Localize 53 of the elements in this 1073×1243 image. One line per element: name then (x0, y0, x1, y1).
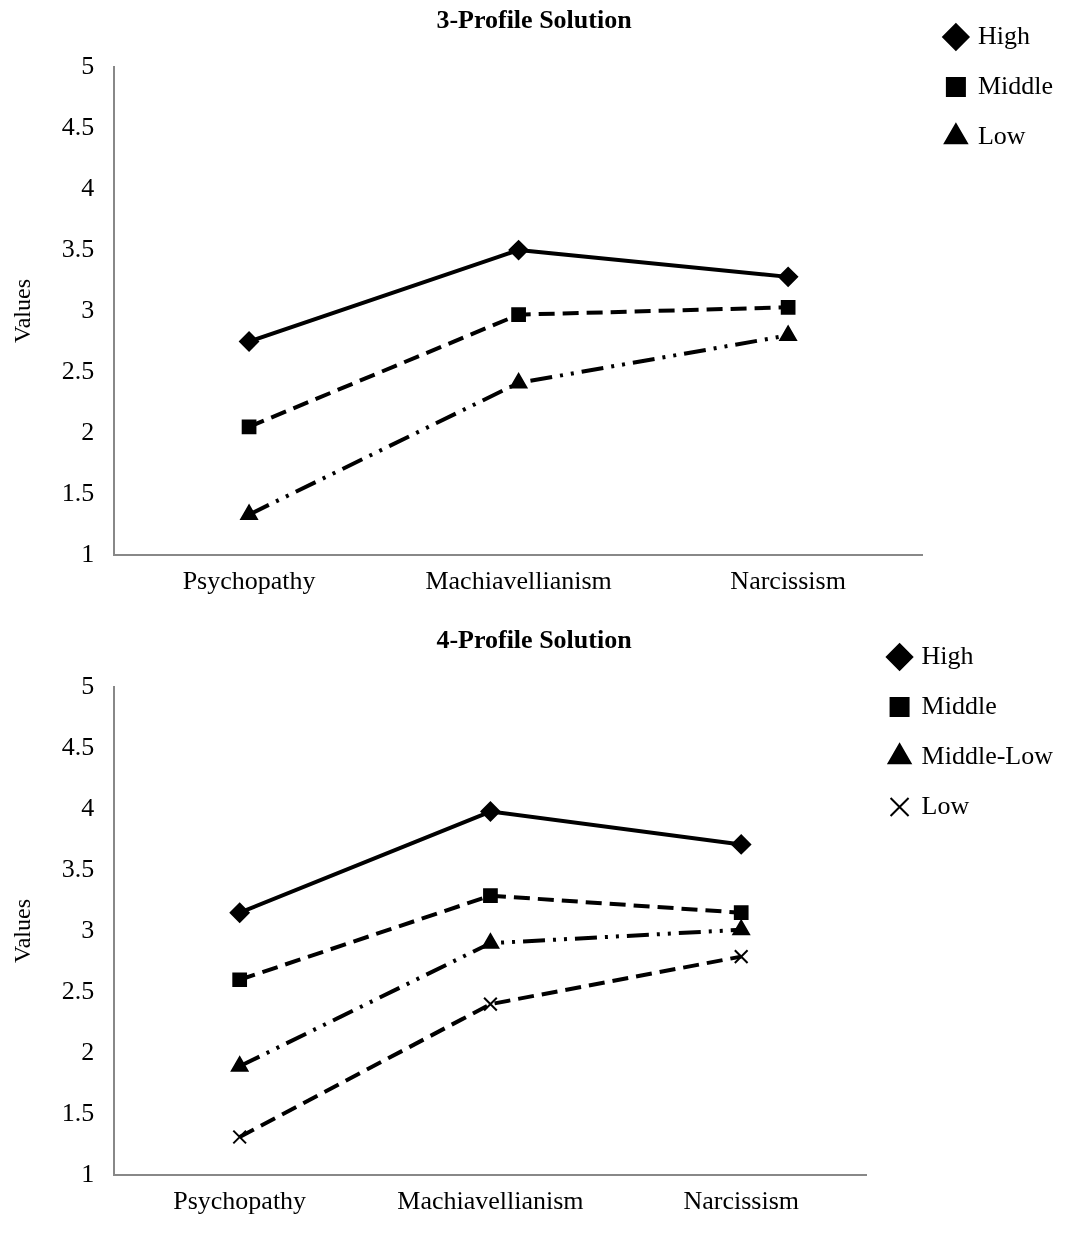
y-tick-label: 4 (81, 172, 95, 202)
point (780, 299, 796, 315)
y-tick-label: 1.5 (61, 1097, 95, 1127)
x-tick-label: Machiavellianism (397, 1186, 584, 1216)
y-tick-label: 1 (81, 538, 95, 568)
legend-label: Middle (977, 70, 1053, 100)
y-tick-label: 2 (81, 1036, 95, 1066)
y-axis-title: Values (8, 279, 35, 343)
x-tick-label: Machiavellianism (425, 566, 612, 596)
point (483, 888, 498, 904)
legend-label: High (977, 20, 1030, 50)
legend-label: Low (921, 790, 970, 820)
legend-label: Middle (921, 690, 997, 720)
y-tick-label: 1.5 (61, 477, 95, 507)
point (232, 1129, 248, 1145)
point (480, 801, 501, 822)
point (509, 372, 528, 389)
point (483, 996, 498, 1012)
y-tick-label: 5 (81, 671, 95, 701)
point (241, 419, 257, 435)
point (508, 240, 529, 261)
legend-label: Middle-Low (921, 740, 1054, 770)
y-tick-label: 3.5 (61, 233, 95, 263)
point (778, 266, 799, 287)
y-tick-label: 2.5 (61, 975, 95, 1005)
point (733, 905, 749, 921)
legend-label: Low (977, 120, 1026, 150)
point (232, 972, 248, 988)
point (229, 902, 250, 923)
x-tick-label: Psychopathy (173, 1186, 307, 1216)
point (511, 307, 526, 323)
x-tick-label: Psychopathy (182, 566, 316, 596)
chart-title: 3-Profile Solution (436, 5, 633, 35)
y-tick-label: 4.5 (61, 731, 95, 761)
point (733, 949, 749, 964)
y-tick-label: 2 (81, 416, 95, 446)
y-tick-label: 5 (81, 51, 95, 81)
point (731, 834, 752, 855)
y-tick-label: 2.5 (61, 355, 95, 385)
x-tick-label: Narcissism (730, 566, 846, 596)
y-tick-label: 4.5 (61, 111, 95, 141)
y-tick-label: 1 (81, 1158, 95, 1188)
y-tick-label: 3 (81, 914, 95, 944)
y-axis-title: Values (8, 899, 35, 963)
point (239, 331, 260, 352)
chart-title: 4-Profile Solution (436, 625, 633, 655)
y-tick-label: 3 (81, 294, 95, 324)
y-tick-label: 4 (81, 792, 95, 822)
y-tick-label: 3.5 (61, 853, 95, 883)
x-tick-label: Narcissism (683, 1186, 799, 1216)
point (240, 504, 258, 521)
point (779, 325, 797, 341)
legend-label: High (921, 640, 974, 670)
